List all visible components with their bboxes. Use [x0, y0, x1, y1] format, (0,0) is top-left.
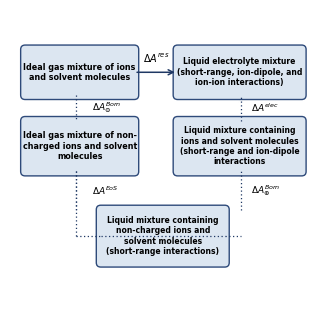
FancyBboxPatch shape [173, 45, 306, 100]
Text: $\Delta A^{EoS}$: $\Delta A^{EoS}$ [92, 184, 119, 197]
Text: Liquid electrolyte mixture
(short-range, ion-dipole, and
ion-ion interactions): Liquid electrolyte mixture (short-range,… [177, 57, 302, 87]
Text: Ideal gas mixture of non-
charged ions and solvent
molecules: Ideal gas mixture of non- charged ions a… [22, 131, 137, 161]
Text: $\Delta A_{\oplus}^{Born}$: $\Delta A_{\oplus}^{Born}$ [251, 183, 280, 198]
Text: Liquid mixture containing
non-charged ions and
solvent molecules
(short-range in: Liquid mixture containing non-charged io… [106, 216, 219, 256]
Text: Liquid mixture containing
ions and solvent molecules
(short-range and ion-dipole: Liquid mixture containing ions and solve… [180, 126, 300, 166]
FancyBboxPatch shape [173, 116, 306, 176]
Text: $\Delta A_{\ominus}^{Born}$: $\Delta A_{\ominus}^{Born}$ [92, 100, 122, 116]
FancyBboxPatch shape [96, 205, 229, 267]
FancyBboxPatch shape [21, 45, 139, 100]
Text: $\Delta A^{elec}$: $\Delta A^{elec}$ [251, 102, 279, 114]
Text: $\Delta A^{res}$: $\Delta A^{res}$ [143, 52, 169, 65]
FancyBboxPatch shape [21, 116, 139, 176]
Text: Ideal gas mixture of ions
and solvent molecules: Ideal gas mixture of ions and solvent mo… [23, 63, 136, 82]
